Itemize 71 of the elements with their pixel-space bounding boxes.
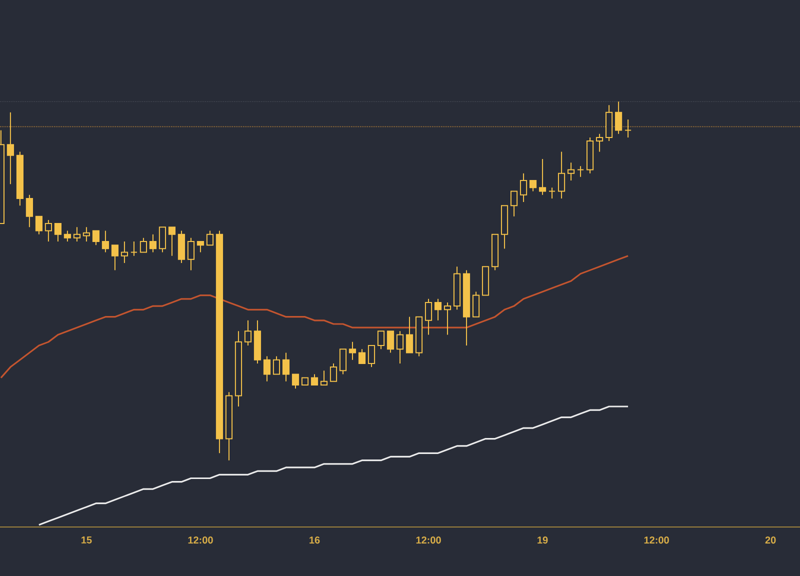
- candlestick: [424, 298, 432, 336]
- candlestick: [558, 151, 566, 199]
- x-tick-label: 12:00: [644, 536, 669, 544]
- candlestick: [244, 320, 252, 346]
- candlestick: [330, 362, 338, 382]
- candlestick: [444, 302, 452, 336]
- x-tick-label: 16: [310, 536, 320, 544]
- candlestick: [520, 172, 528, 203]
- candlestick: [168, 226, 176, 256]
- candlestick: [282, 352, 290, 382]
- candlestick: [111, 244, 119, 271]
- candlestick: [149, 234, 157, 253]
- candlestick: [624, 119, 632, 138]
- candlestick: [158, 226, 166, 253]
- candlestick: [120, 240, 128, 264]
- candlestick: [263, 356, 271, 382]
- candlestick: [491, 234, 499, 271]
- candlestick: [434, 298, 442, 321]
- candlestick: [16, 151, 24, 206]
- candlestick: [368, 345, 376, 368]
- candlestick: [292, 374, 300, 390]
- candlestick: [64, 230, 71, 242]
- x-tick-label: 19: [538, 536, 548, 544]
- candlestick: [206, 230, 214, 246]
- x-tick-label: 20: [765, 536, 776, 544]
- candlestick: [510, 190, 518, 217]
- candlestick: [272, 356, 280, 375]
- candlestick: [462, 270, 470, 346]
- candlestick: [234, 330, 242, 408]
- candlestick: [73, 226, 81, 242]
- candlestick: [348, 341, 356, 360]
- candlestick: [415, 316, 423, 357]
- candlestick: [406, 316, 414, 354]
- candlestick: [386, 330, 394, 354]
- candlestick: [586, 136, 594, 174]
- candlestick: [576, 166, 584, 178]
- candlestick: [320, 370, 328, 386]
- candlestick: [130, 240, 138, 256]
- candlestick: [54, 223, 62, 242]
- candlestick: [140, 237, 148, 253]
- candlestick: [225, 392, 233, 461]
- candlestick: [216, 230, 224, 454]
- candlestick: [500, 205, 508, 250]
- candlestick: [35, 216, 42, 235]
- candlestick: [44, 219, 52, 242]
- candlestick: [538, 158, 546, 196]
- candlestick: [529, 180, 537, 192]
- candlestick: [187, 237, 195, 271]
- candlestick: [339, 348, 347, 375]
- candlestick: [102, 230, 110, 253]
- candlestick: [82, 226, 90, 242]
- candlestick: [614, 101, 622, 134]
- x-tick-label: 15: [82, 536, 92, 544]
- candlestick: [605, 104, 613, 142]
- candlestick: [26, 194, 33, 228]
- candlestick: [196, 240, 204, 253]
- x-tick-label: 12:00: [416, 536, 441, 544]
- candlestick: [92, 230, 100, 246]
- candlestick: [6, 112, 14, 185]
- candlestick: [548, 187, 556, 199]
- candlestick: [567, 162, 575, 182]
- candlestick: [178, 230, 186, 264]
- x-tick-label: 12:00: [188, 536, 213, 544]
- candlestick: [377, 330, 385, 350]
- candlestick: [472, 291, 480, 318]
- candlestick: [396, 330, 404, 364]
- candlestick: [310, 374, 318, 386]
- candlestick: [358, 348, 366, 364]
- candlestick: [596, 133, 604, 152]
- candlestick: [254, 320, 262, 364]
- candlestick: [453, 266, 461, 310]
